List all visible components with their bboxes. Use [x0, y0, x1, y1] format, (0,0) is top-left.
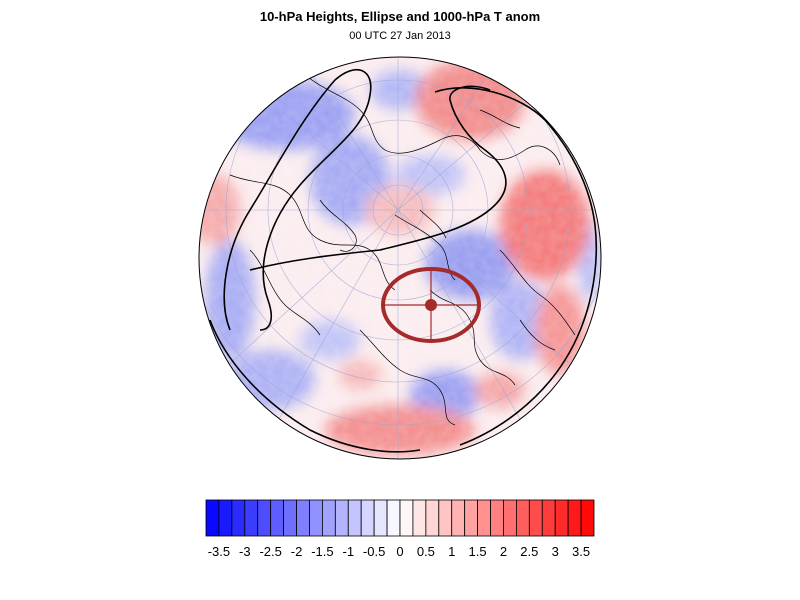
map-subtitle: 00 UTC 27 Jan 2013: [349, 30, 451, 42]
colorbar-tick-label: 2.5: [520, 544, 538, 559]
colorbar-box: [283, 499, 297, 537]
colorbar-tick-label: -1: [342, 544, 354, 559]
colorbar-box: [231, 499, 246, 537]
colorbar-box: [490, 499, 504, 537]
colorbar-box: [503, 499, 517, 537]
colorbar-tick-label: -0.5: [363, 544, 385, 559]
colorbar-box: [257, 499, 272, 537]
colorbar-tick-label: -3.5: [208, 544, 230, 559]
colorbar-box: [438, 499, 453, 537]
colorbar-tick-label: 2: [500, 544, 507, 559]
globe-outline: [198, 56, 602, 460]
colorbar-tick-label: 1.5: [469, 544, 487, 559]
colorbar-box: [464, 499, 479, 537]
temperature-anomaly-field: [199, 57, 601, 459]
colorbar-box: [386, 499, 401, 537]
colorbar-tick-label: -3: [239, 544, 251, 559]
colorbar-box: [516, 499, 530, 537]
coastlines: [229, 69, 576, 426]
colorbar-box: [580, 499, 595, 537]
colorbar-box: [412, 499, 427, 537]
colorbar-tick-label: 1: [448, 544, 455, 559]
colorbar-box: [528, 499, 543, 537]
colorbar-box: [270, 499, 285, 537]
colorbar-box: [309, 499, 323, 537]
colorbar-box: [205, 499, 220, 537]
colorbar-tick-label: -1.5: [311, 544, 333, 559]
colorbar-box: [541, 499, 556, 537]
colorbar-box: [321, 499, 336, 537]
colorbar-box: [567, 499, 582, 537]
colorbar-box: [218, 499, 233, 537]
colorbar-tick-label: 0.5: [417, 544, 435, 559]
polar-map: [198, 56, 602, 460]
vortex-ellipse: [381, 267, 481, 343]
colorbar-box: [554, 499, 569, 537]
colorbar-box: [477, 499, 491, 537]
colorbar-box: [451, 499, 466, 537]
colorbar-tick-label: 3: [552, 544, 559, 559]
map-title: 10-hPa Heights, Ellipse and 1000-hPa T a…: [259, 9, 541, 24]
colorbar-tick-label: 0: [396, 544, 403, 559]
colorbar-box: [347, 499, 362, 537]
height-contours: [209, 69, 598, 453]
colorbar-box: [334, 499, 349, 537]
colorbar-box: [296, 499, 310, 537]
colorbar-box: [373, 499, 388, 537]
colorbar-box: [244, 499, 259, 537]
colorbar-box: [360, 499, 375, 537]
colorbar-box: [425, 499, 440, 537]
colorbar-tick-label: -2.5: [259, 544, 281, 559]
colorbar-tick-label: 3.5: [572, 544, 590, 559]
colorbar-box: [399, 499, 414, 537]
colorbar-tick-label: -2: [291, 544, 303, 559]
